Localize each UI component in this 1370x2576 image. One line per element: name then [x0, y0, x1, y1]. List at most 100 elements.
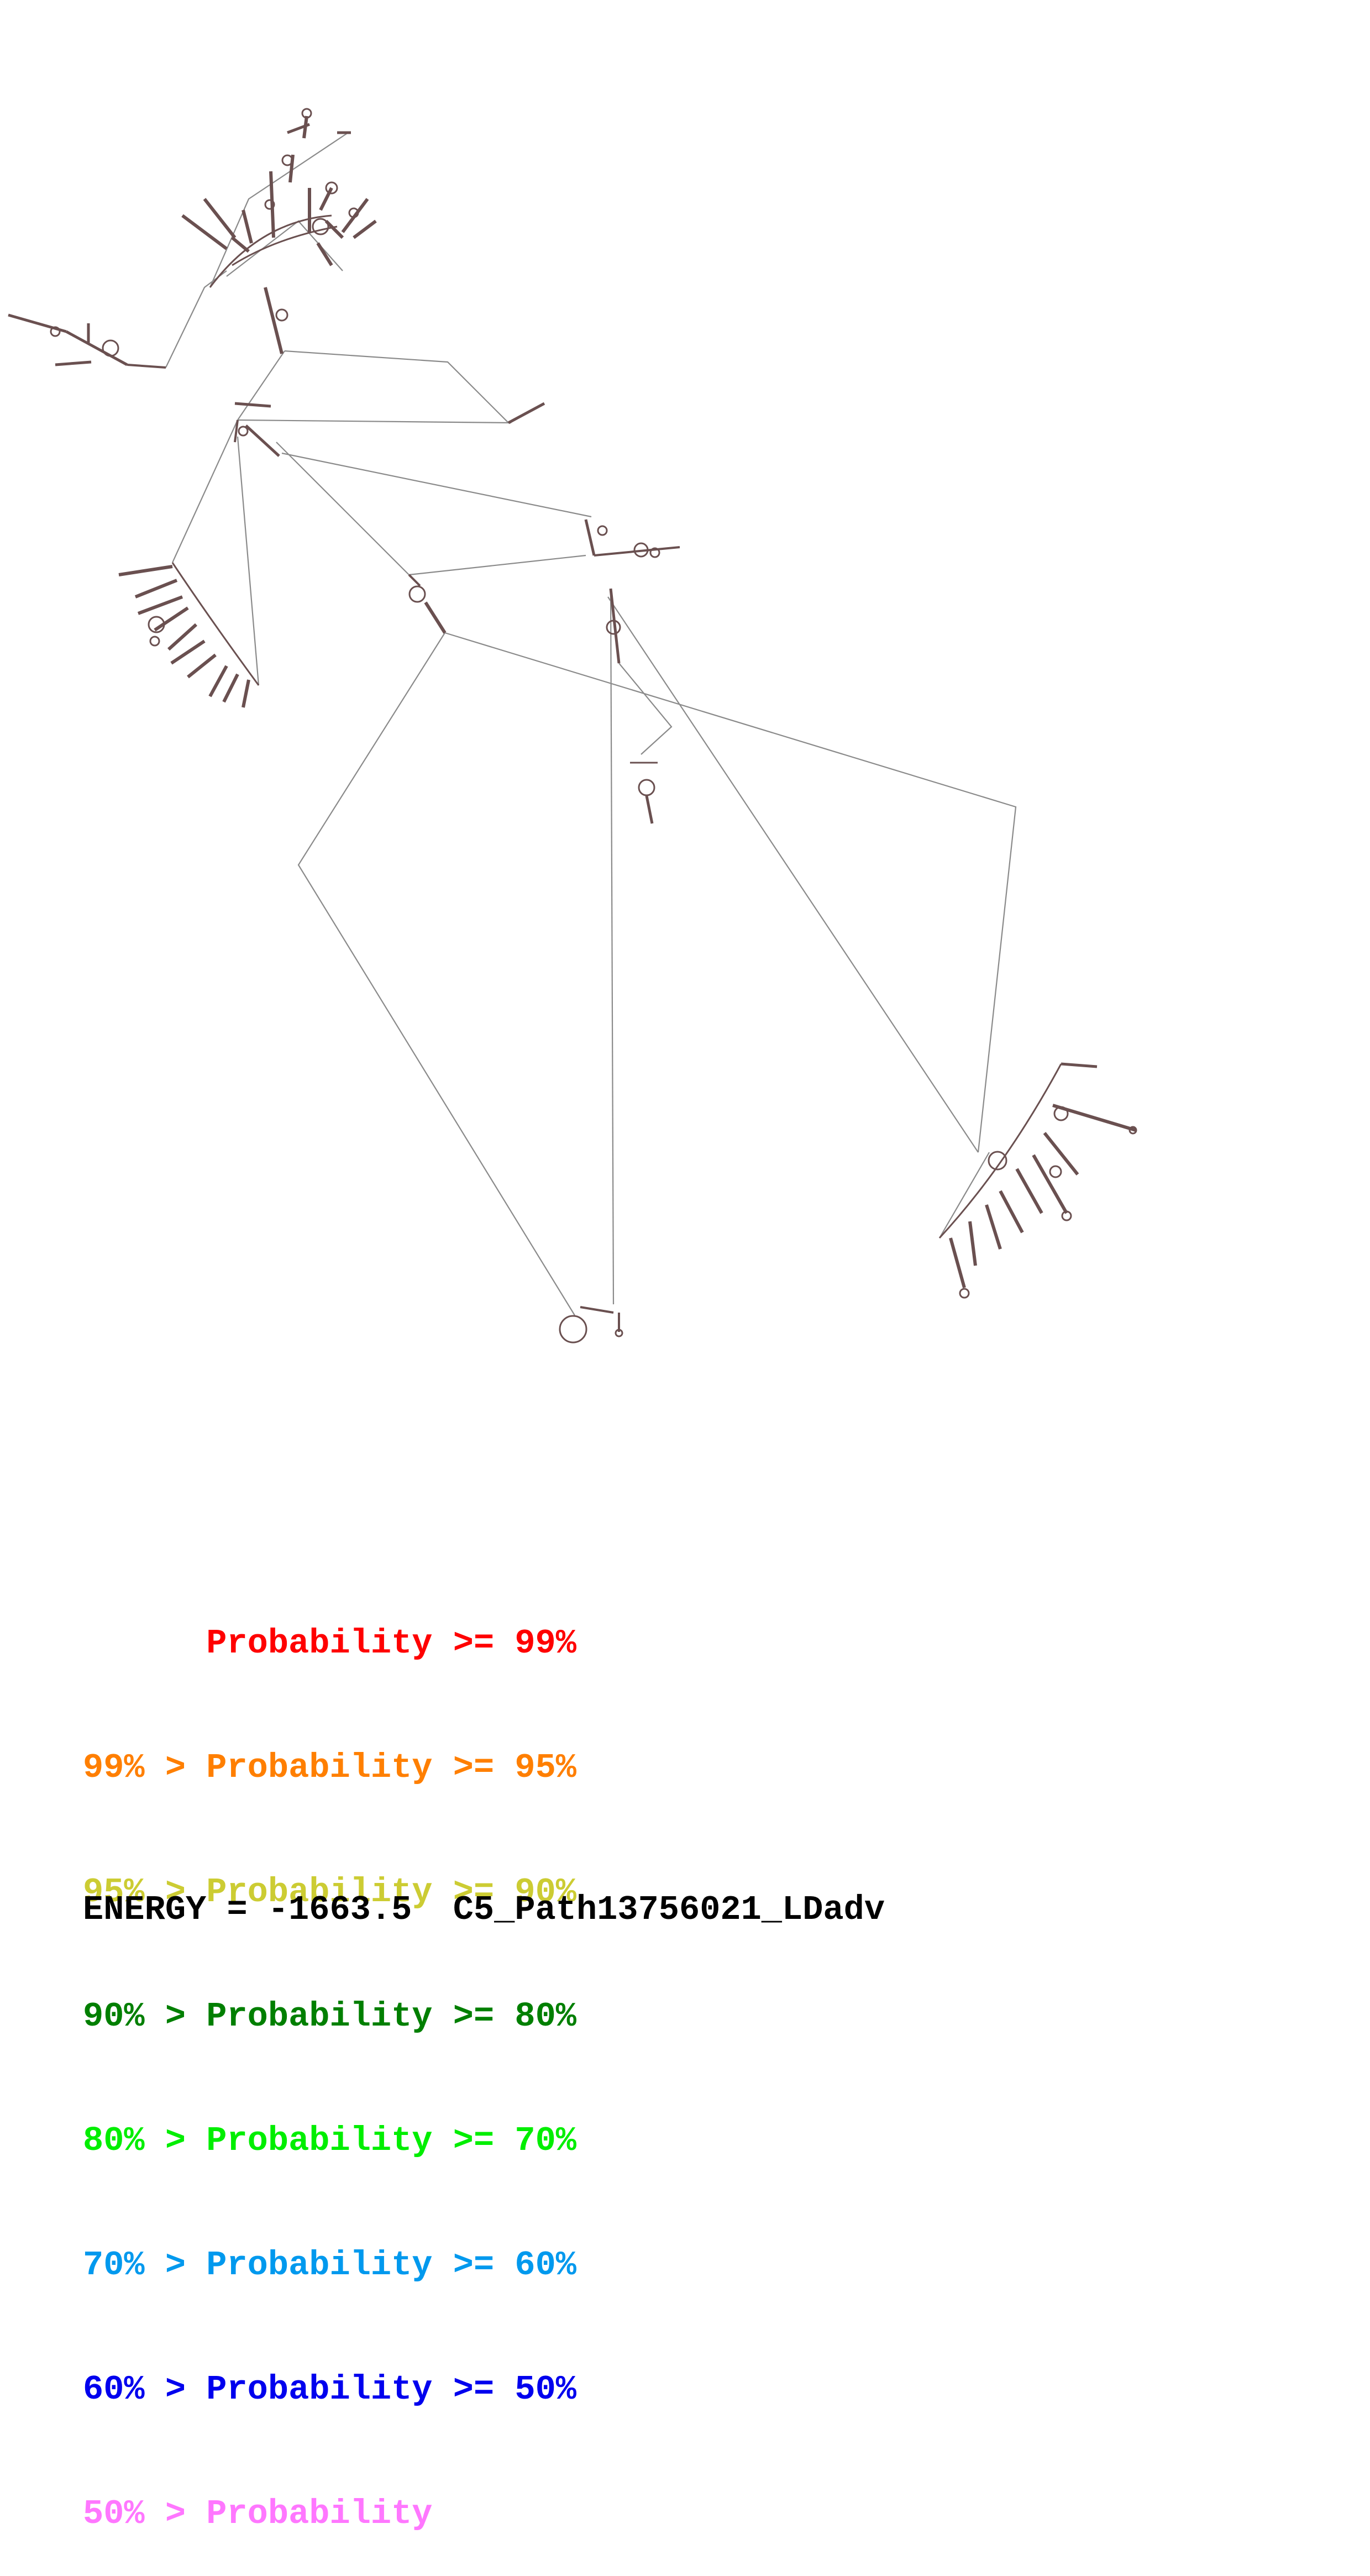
loop — [1049, 1165, 1062, 1178]
stem-left-arm — [65, 330, 128, 366]
stem — [580, 1306, 614, 1314]
stem — [985, 1204, 1002, 1250]
probability-legend: Probability >= 99% 99% > Probability >= … — [83, 1540, 576, 2576]
legend-row: 50% > Probability — [83, 2493, 576, 2535]
legend-prefix: 60% > — [83, 2370, 186, 2409]
loop — [649, 547, 660, 558]
legend-suffix: >= 50% — [453, 2370, 576, 2409]
stem — [208, 665, 228, 697]
loop — [606, 620, 621, 635]
stem — [316, 242, 333, 266]
energy-value: ENERGY = -1663.5 — [83, 1890, 412, 1929]
legend-suffix: >= 80% — [453, 1997, 576, 2036]
stem — [187, 653, 217, 679]
legend-label: Probability — [206, 2246, 433, 2285]
stem — [203, 198, 237, 239]
linker-mid — [408, 554, 586, 576]
legend-prefix: 50% > — [83, 2494, 186, 2533]
legend-row: 95% > Probability >= 90% — [83, 1871, 576, 1913]
hub-cluster — [234, 402, 545, 457]
legend-label: Probability — [206, 1748, 433, 1787]
legend-row: 70% > Probability >= 60% — [83, 2244, 576, 2286]
loop — [301, 108, 312, 119]
center-cluster — [408, 519, 680, 824]
stem — [949, 1237, 966, 1288]
legend-label: Probability — [206, 2494, 433, 2533]
legend-label: Probability — [206, 1872, 433, 1912]
legend-suffix: >= 70% — [453, 2121, 576, 2160]
loop — [264, 199, 275, 210]
legend-prefix: 99% > — [83, 1748, 186, 1787]
stem — [584, 519, 596, 556]
linker-bottom-right — [939, 1152, 990, 1239]
stem — [264, 287, 284, 354]
loop — [597, 525, 608, 536]
fan-arc — [938, 1063, 1062, 1239]
linker-hub-left — [237, 350, 285, 421]
stem — [594, 546, 680, 557]
linker-center-2 — [276, 442, 410, 575]
loop — [633, 542, 649, 558]
legend-row: 60% > Probability >= 50% — [83, 2369, 576, 2410]
legend-prefix: 95% > — [83, 1872, 186, 1912]
stem — [137, 595, 183, 615]
legend-label: Probability — [206, 1624, 433, 1663]
top-cluster — [8, 108, 377, 369]
stem — [1061, 1062, 1098, 1068]
stem — [167, 623, 198, 651]
stem-left-arm — [127, 364, 166, 369]
linker-diag — [607, 596, 979, 1153]
stem — [324, 219, 344, 239]
linker-long-right — [444, 632, 1017, 1153]
stem — [170, 639, 206, 665]
legend-row: Probability >= 99% — [83, 1623, 576, 1664]
legend-suffix: >= 95% — [453, 1748, 576, 1787]
stem — [222, 673, 239, 703]
linker-center — [281, 452, 592, 518]
stem — [507, 402, 545, 424]
legend-prefix: 70% > — [83, 2246, 186, 2285]
loop — [149, 636, 160, 647]
stem — [1043, 1132, 1079, 1176]
stem — [609, 588, 621, 664]
legend-row: 90% > Probability >= 80% — [83, 1996, 576, 2037]
loop — [1061, 1210, 1072, 1221]
linker-small — [618, 663, 673, 755]
fan-arc — [171, 562, 260, 686]
legend-label: Probability — [206, 2121, 433, 2160]
linker-arc-top — [209, 132, 349, 288]
stem — [234, 402, 271, 408]
stem — [154, 606, 189, 632]
legend-prefix: 80% > — [83, 2121, 186, 2160]
stem — [353, 219, 377, 239]
linker-mid-down — [610, 588, 615, 1305]
stem-left-arm — [8, 313, 67, 333]
legend-row: 80% > Probability >= 70% — [83, 2120, 576, 2161]
loop — [148, 616, 165, 633]
loop — [959, 1288, 970, 1299]
linker-right-cluster — [237, 419, 512, 424]
legend-row: 99% > Probability >= 95% — [83, 1747, 576, 1788]
stem — [242, 679, 250, 708]
loop — [312, 218, 329, 235]
loop — [408, 585, 426, 603]
stem — [245, 424, 280, 457]
rna-secondary-structure-diagram — [8, 108, 1137, 1344]
stem — [181, 214, 228, 250]
loop — [638, 779, 655, 796]
legend-suffix: >= 60% — [453, 2246, 576, 2285]
stem — [968, 1221, 977, 1266]
loop — [238, 426, 249, 437]
stem — [1015, 1168, 1043, 1214]
legend-label: Probability — [206, 2370, 433, 2409]
stem — [424, 601, 447, 634]
loop — [559, 1315, 587, 1344]
loop — [615, 1329, 623, 1337]
linker-top — [165, 270, 227, 368]
stem — [234, 419, 239, 443]
stem — [134, 579, 178, 599]
stem — [319, 187, 333, 211]
linker-down-left — [297, 632, 575, 1316]
legend-suffix: >= 99% — [453, 1624, 576, 1663]
stem — [645, 795, 654, 824]
